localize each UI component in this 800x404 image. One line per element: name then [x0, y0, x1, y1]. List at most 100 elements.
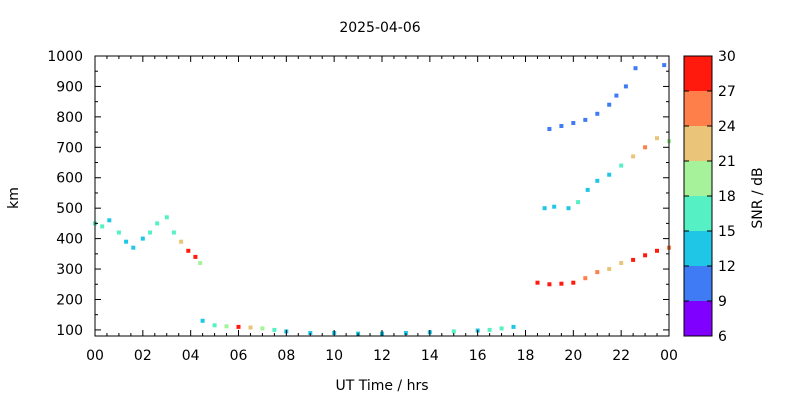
- echo-point-s1-2: [224, 324, 229, 329]
- colorbar-tick-label: 27: [718, 84, 736, 100]
- y-tick-label: 600: [56, 171, 83, 187]
- echo-point-s2-1: [547, 282, 552, 287]
- echo-point-s0-2: [107, 218, 112, 223]
- y-tick-label: 500: [56, 201, 83, 217]
- echo-point-s3-8: [631, 154, 636, 159]
- echo-point-s3-4: [585, 187, 590, 192]
- echo-point-s3-9: [643, 145, 648, 150]
- echo-point-s3-2: [566, 206, 571, 211]
- echo-point-s0-1: [100, 224, 105, 229]
- echo-point-s2-9: [643, 253, 648, 258]
- echo-point-s4-2: [571, 121, 576, 125]
- echo-point-s1-3: [236, 324, 241, 329]
- colorbar-band: [684, 91, 712, 126]
- x-tick-label: 18: [517, 348, 535, 364]
- echo-point-s3-1: [552, 204, 557, 209]
- echo-point-s1-5: [260, 326, 265, 331]
- x-tick-label: 00: [660, 348, 678, 364]
- colorbar-tick-label: 12: [718, 259, 736, 275]
- echo-point-s1-4: [248, 325, 253, 330]
- echo-point-s4-4: [595, 111, 600, 116]
- y-tick-label: 900: [56, 79, 83, 95]
- echo-point-s4-1: [559, 124, 564, 128]
- plot-frame: [94, 55, 670, 337]
- x-tick-label: 00: [86, 348, 104, 364]
- colorbar-tick-label: 18: [718, 189, 736, 205]
- colorbar-band: [684, 266, 712, 301]
- y-tick-label: 200: [56, 292, 83, 308]
- echo-point-s1-18: [511, 324, 516, 329]
- echo-point-s2-2: [559, 281, 564, 286]
- x-tick-label: 22: [612, 348, 630, 364]
- echo-point-s0-10: [171, 230, 176, 235]
- x-tick-label: 10: [325, 348, 343, 364]
- echo-point-s4-8: [633, 66, 638, 71]
- y-tick-label: 100: [56, 323, 83, 339]
- x-axis: 00 02 04 06 08 10 12 14 16 18 20 22 00: [86, 56, 678, 364]
- echo-point-s1-6: [272, 327, 277, 332]
- echo-point-s0-3: [116, 230, 121, 235]
- echo-point-s3-5: [595, 178, 600, 183]
- echo-points-layer: [93, 63, 671, 336]
- echo-point-s4-6: [614, 93, 619, 98]
- echo-point-s0-4: [124, 239, 129, 244]
- x-tick-label: 08: [277, 348, 295, 364]
- x-tick-label: 16: [469, 348, 487, 364]
- colorbar-tick-label: 30: [718, 49, 736, 65]
- colorbar-band: [684, 161, 712, 196]
- echo-point-s2-0: [535, 280, 540, 285]
- echo-point-s1-17: [499, 326, 504, 331]
- colorbar-label: SNR / dB: [750, 167, 766, 228]
- colorbar-tick-label: 21: [718, 154, 736, 170]
- echo-point-s0-9: [164, 215, 169, 220]
- x-tick-label: 20: [564, 348, 582, 364]
- echo-point-s0-5: [131, 245, 136, 250]
- echo-point-s4-5: [607, 102, 612, 107]
- y-tick-label: 1000: [47, 49, 83, 65]
- chart-title: 2025-04-06: [339, 20, 420, 36]
- echo-point-s4-0: [547, 127, 552, 131]
- echo-point-s0-14: [198, 261, 203, 265]
- echo-point-s2-7: [619, 261, 624, 265]
- echo-point-s3-3: [576, 200, 581, 205]
- echo-point-s2-10: [655, 248, 659, 253]
- colorbar-band: [684, 231, 712, 266]
- echo-point-s4-3: [583, 117, 588, 122]
- echo-point-s0-6: [140, 236, 145, 241]
- echo-point-s4-7: [623, 84, 628, 89]
- echo-point-s1-16: [487, 327, 492, 332]
- y-axis-label: km: [6, 187, 22, 209]
- echo-point-s3-10: [655, 136, 659, 141]
- echo-point-s2-4: [583, 276, 588, 281]
- colorbar: 6 9 12 15 18 21 24 27 30: [683, 49, 736, 345]
- echo-point-s0-7: [148, 230, 152, 235]
- echo-point-s2-8: [631, 257, 636, 262]
- x-axis-label: UT Time / hrs: [335, 378, 428, 394]
- echo-point-s0-12: [186, 248, 191, 253]
- y-tick-label: 700: [56, 140, 83, 156]
- colorbar-tick-label: 6: [718, 329, 727, 345]
- echo-point-s0-11: [179, 239, 184, 244]
- x-tick-label: 14: [421, 348, 439, 364]
- y-tick-label: 300: [56, 262, 83, 278]
- colorbar-tick-label: 9: [718, 294, 727, 310]
- echo-point-s0-8: [155, 221, 160, 226]
- colorbar-tick-label: 24: [718, 119, 736, 135]
- echo-point-s3-6: [607, 172, 612, 177]
- y-axis: 100 200 300 400 500 600 700 800 900 1000: [47, 49, 669, 339]
- echo-point-s4-9: [662, 63, 667, 68]
- colorbar-band: [684, 196, 712, 231]
- colorbar-band: [684, 56, 712, 91]
- x-tick-label: 06: [230, 348, 248, 364]
- echo-point-s0-13: [193, 254, 198, 259]
- echo-point-s1-0: [200, 318, 205, 323]
- y-tick-label: 800: [56, 110, 83, 126]
- echo-point-s3-7: [619, 163, 624, 168]
- x-tick-label: 12: [373, 348, 391, 364]
- y-tick-label: 400: [56, 232, 83, 248]
- x-tick-label: 02: [134, 348, 152, 364]
- colorbar-band: [684, 126, 712, 161]
- echo-point-s2-5: [595, 270, 600, 275]
